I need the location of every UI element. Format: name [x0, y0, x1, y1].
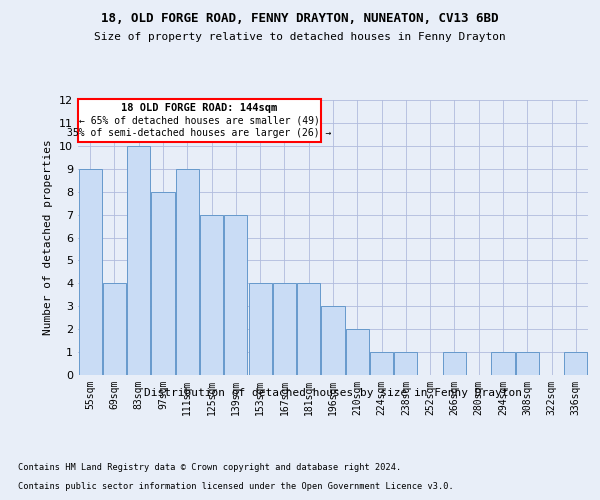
Bar — [79, 169, 101, 375]
Text: 35% of semi-detached houses are larger (26) →: 35% of semi-detached houses are larger (… — [67, 128, 332, 138]
FancyBboxPatch shape — [78, 99, 321, 142]
Bar — [103, 284, 126, 375]
Bar — [516, 352, 539, 375]
Bar — [370, 352, 393, 375]
Text: 18 OLD FORGE ROAD: 144sqm: 18 OLD FORGE ROAD: 144sqm — [121, 102, 278, 113]
Bar — [297, 284, 320, 375]
Bar — [200, 214, 223, 375]
Text: Contains HM Land Registry data © Crown copyright and database right 2024.: Contains HM Land Registry data © Crown c… — [18, 464, 401, 472]
Bar — [127, 146, 150, 375]
Bar — [346, 329, 369, 375]
Bar — [224, 214, 247, 375]
Bar — [491, 352, 515, 375]
Text: Contains public sector information licensed under the Open Government Licence v3: Contains public sector information licen… — [18, 482, 454, 491]
Text: ← 65% of detached houses are smaller (49): ← 65% of detached houses are smaller (49… — [79, 116, 320, 126]
Bar — [273, 284, 296, 375]
Bar — [248, 284, 272, 375]
Bar — [394, 352, 418, 375]
Bar — [176, 169, 199, 375]
Bar — [151, 192, 175, 375]
Bar — [443, 352, 466, 375]
Text: 18, OLD FORGE ROAD, FENNY DRAYTON, NUNEATON, CV13 6BD: 18, OLD FORGE ROAD, FENNY DRAYTON, NUNEA… — [101, 12, 499, 26]
Text: Size of property relative to detached houses in Fenny Drayton: Size of property relative to detached ho… — [94, 32, 506, 42]
Text: Distribution of detached houses by size in Fenny Drayton: Distribution of detached houses by size … — [144, 388, 522, 398]
Bar — [322, 306, 344, 375]
Bar — [565, 352, 587, 375]
Y-axis label: Number of detached properties: Number of detached properties — [43, 140, 53, 336]
